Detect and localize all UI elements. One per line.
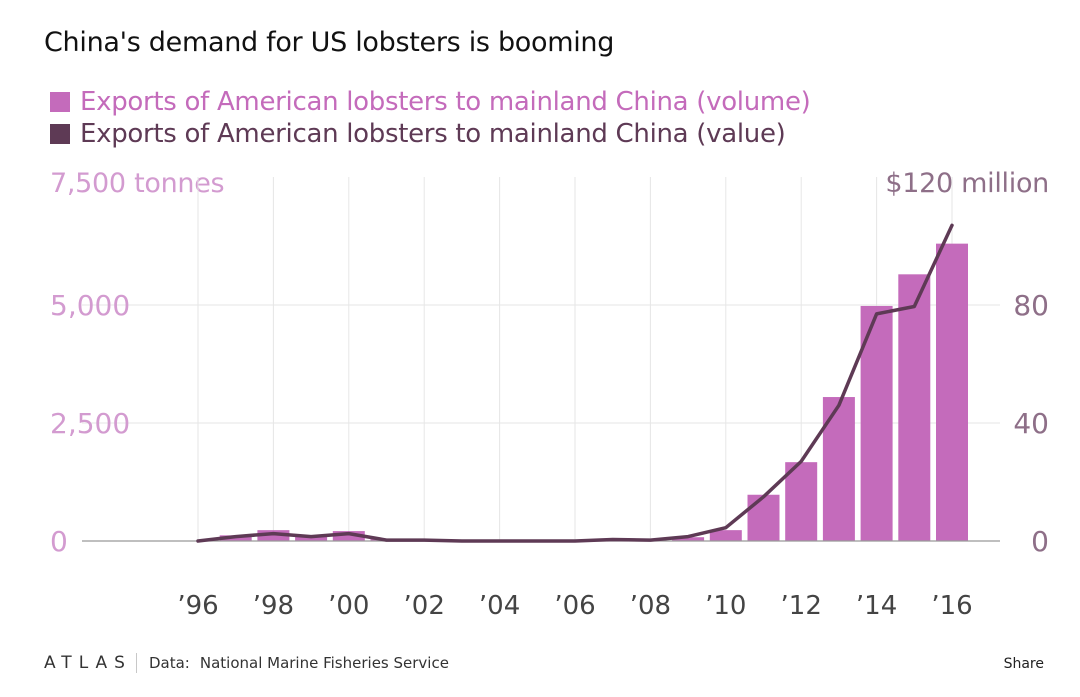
volume-bar xyxy=(936,243,968,541)
legend-item-value: Exports of American lobsters to mainland… xyxy=(50,118,810,150)
right-axis-tick-label: 40 xyxy=(1013,407,1049,440)
volume-bar xyxy=(257,530,290,541)
volume-bar xyxy=(785,462,818,541)
atlas-logo: ATLAS xyxy=(44,653,132,673)
x-axis-tick-label: ’98 xyxy=(253,591,294,621)
right-axis-unit-label: $120 million xyxy=(885,168,1049,199)
volume-bar xyxy=(332,531,365,541)
x-axis-tick-label: ’02 xyxy=(404,591,445,621)
left-axis-tick-label: 2,500 xyxy=(50,407,130,440)
right-axis-tick-label: 0 xyxy=(1031,525,1049,558)
x-axis-tick-label: ’06 xyxy=(554,591,595,621)
source-label: Data: xyxy=(148,654,190,672)
legend: Exports of American lobsters to mainland… xyxy=(50,86,811,150)
left-axis-tick-label: 0 xyxy=(50,525,68,558)
volume-bar xyxy=(709,530,742,541)
x-axis-tick-label: ’08 xyxy=(630,591,671,621)
legend-item-volume: Exports of American lobsters to mainland… xyxy=(50,86,811,118)
source-text: National Marine Fisheries Service xyxy=(199,654,449,672)
volume-bar xyxy=(822,397,855,541)
left-axis-tick-label: 5,000 xyxy=(50,289,130,322)
x-axis-tick-label: ’04 xyxy=(479,591,520,621)
volume-bar xyxy=(295,535,328,541)
legend-swatch-volume xyxy=(50,92,70,112)
chart-title: China's demand for US lobsters is boomin… xyxy=(44,27,615,58)
footer-divider xyxy=(135,653,137,673)
x-axis-tick-label: ’00 xyxy=(328,591,369,621)
x-axis-tick-label: ’16 xyxy=(931,591,972,621)
x-axis-tick-label: ’12 xyxy=(781,591,822,621)
x-axis-tick-label: ’14 xyxy=(856,591,897,621)
x-axis-tick-label: ’10 xyxy=(705,591,746,621)
legend-label-value: Exports of American lobsters to mainland… xyxy=(80,119,786,149)
legend-swatch-value xyxy=(50,124,70,144)
share-button[interactable]: Share xyxy=(1003,656,1044,672)
x-axis-tick-label: ’96 xyxy=(177,591,218,621)
volume-bar xyxy=(860,305,893,541)
legend-label-volume: Exports of American lobsters to mainland… xyxy=(80,87,811,117)
value-line xyxy=(196,223,954,543)
volume-bar xyxy=(898,274,931,541)
left-axis-unit-label: 7,500 tonnes xyxy=(50,168,225,199)
volume-bar xyxy=(747,494,780,541)
volume-bar xyxy=(672,537,705,541)
footer: ATLAS Data: National Marine Fisheries Se… xyxy=(44,653,449,673)
right-axis-tick-label: 80 xyxy=(1013,289,1049,322)
